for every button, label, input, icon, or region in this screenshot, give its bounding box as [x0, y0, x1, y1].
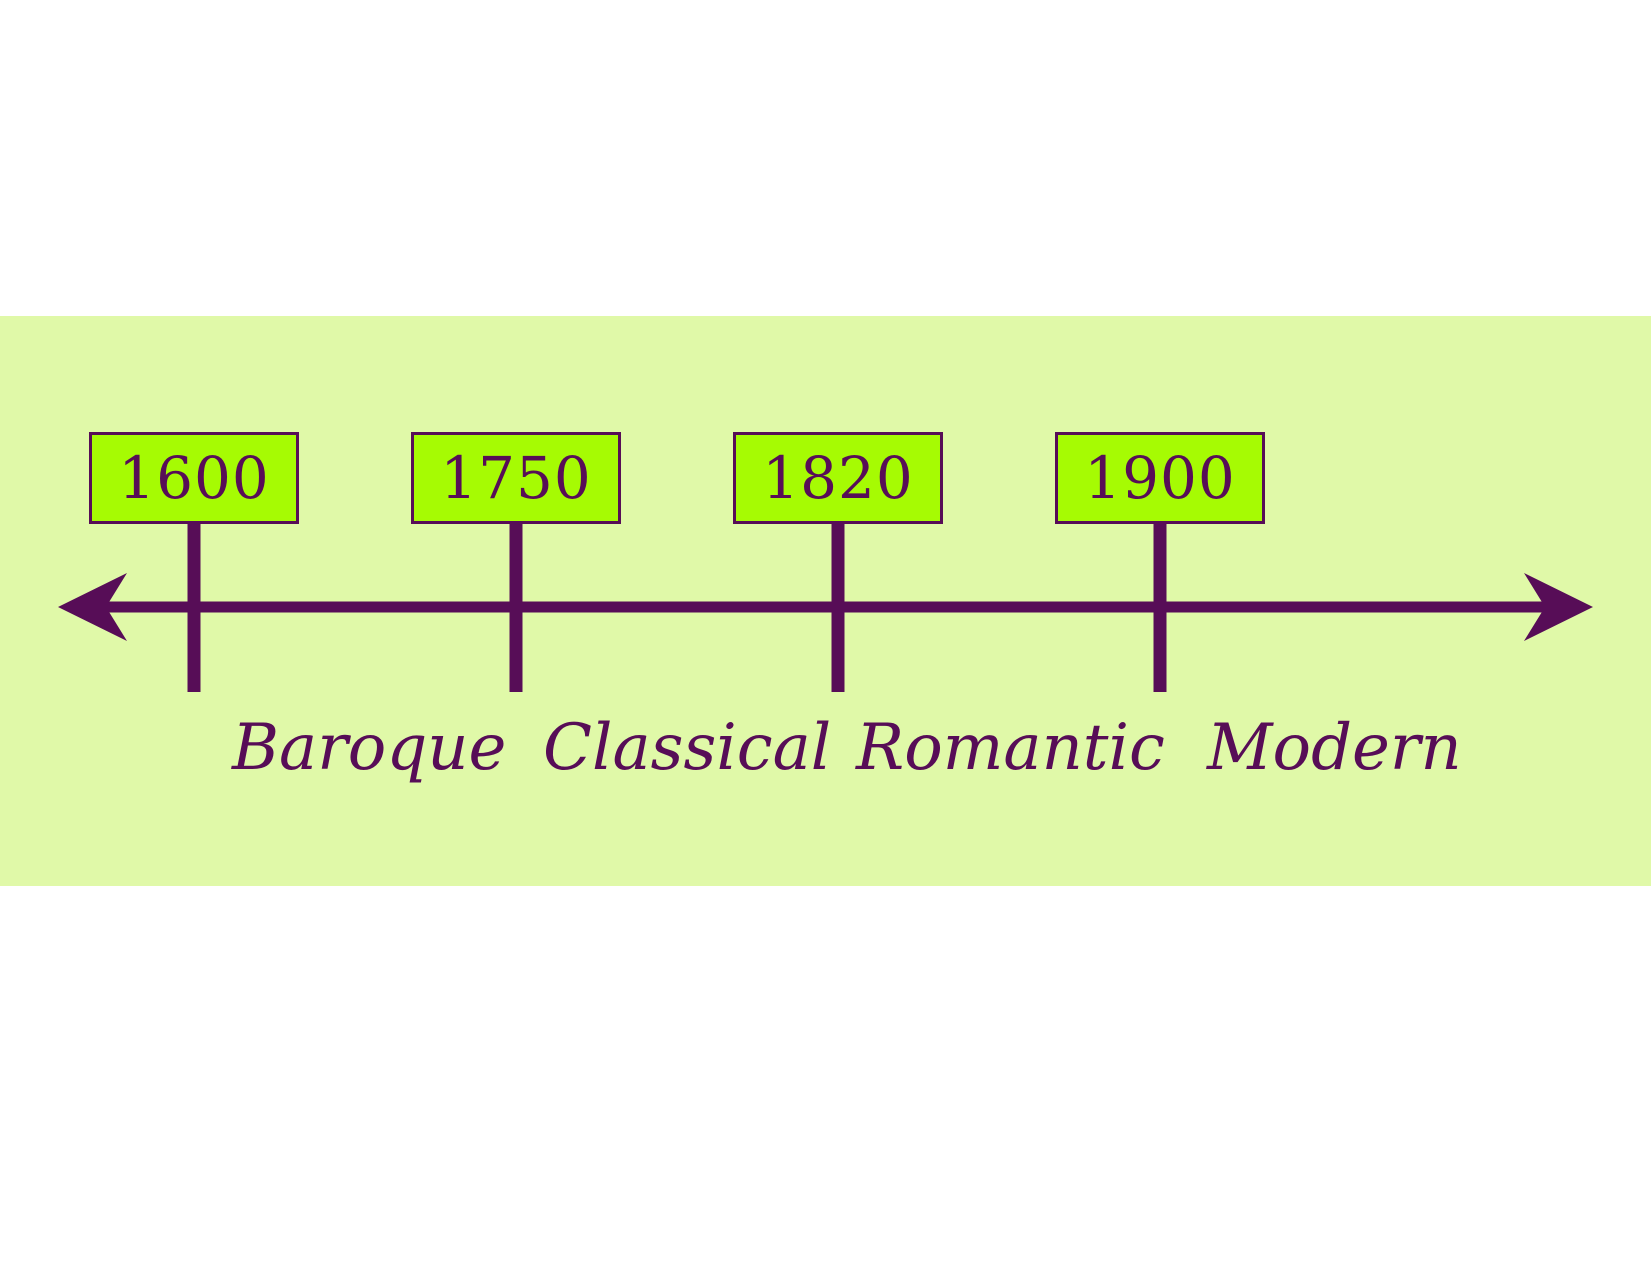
era-label-romantic: Romantic — [856, 711, 1165, 785]
year-marker-1900: 1900 — [1055, 432, 1265, 524]
right-arrowhead — [1524, 573, 1593, 641]
year-marker-1750: 1750 — [411, 432, 621, 524]
era-label-modern: Modern — [1207, 711, 1462, 785]
era-label-baroque: Baroque — [232, 711, 507, 785]
year-marker-1600: 1600 — [89, 432, 299, 524]
left-arrowhead — [58, 573, 127, 641]
timeline-ticks — [187, 522, 1167, 692]
year-marker-1820: 1820 — [733, 432, 943, 524]
era-label-classical: Classical — [543, 711, 832, 785]
timeline-band — [0, 316, 1651, 886]
